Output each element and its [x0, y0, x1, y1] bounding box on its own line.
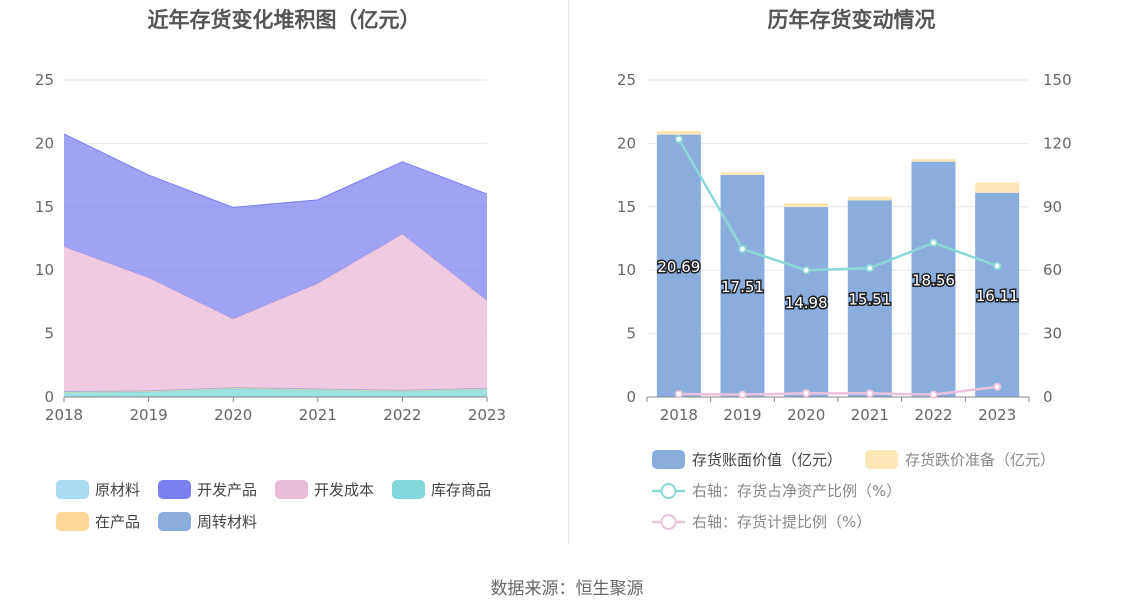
bar-value-label: 17.51 [721, 278, 764, 296]
legend-swatch-原材料 [56, 480, 89, 499]
y-right-tick-label: 0 [1043, 388, 1053, 406]
y-tick-label: 0 [44, 388, 54, 406]
left-chart-title: 近年存货变化堆积图（亿元） [147, 8, 421, 32]
right-chart-title: 历年存货变动情况 [767, 8, 936, 32]
bar-provision [975, 182, 1020, 193]
legend-swatch-book-value [652, 450, 685, 469]
bar-book-value [911, 161, 956, 397]
legend-label-库存商品: 库存商品 [431, 481, 491, 499]
bar-book-value [784, 207, 829, 397]
bar-line-combo-chart: 0 5 10 15 20 25 0 30 60 90 120 150 20.69 17.51 14.98 15… [617, 71, 1072, 531]
legend-swatch-在产品 [56, 512, 89, 531]
area-开发成本 [64, 234, 487, 392]
y-right-tick-label: 60 [1043, 261, 1062, 279]
bar-provision [911, 159, 956, 162]
line-point-右轴：存货计提比例（%） [929, 390, 938, 399]
y-tick-label: 5 [44, 325, 54, 343]
stacked-area-chart: 0 5 10 15 20 25 2018 2019 2020 2021 2022 2023 原材料 开发产… [35, 71, 506, 531]
line-右轴：存货占净资产比例（%） [677, 138, 998, 272]
legend-swatch-开发成本 [275, 480, 308, 499]
legend-label-右轴：存货计提比例（%）: 右轴：存货计提比例（%） [692, 513, 871, 531]
line-point-右轴：存货占净资产比例（%） [802, 266, 811, 275]
legend-label-book-value: 存货账面价值（亿元） [692, 451, 842, 469]
bar-book-value [847, 200, 892, 397]
legend-label-在产品: 在产品 [95, 513, 140, 531]
line-point-右轴：存货占净资产比例（%） [929, 238, 938, 247]
y-tick-label: 25 [35, 71, 54, 89]
line-point-右轴：存货计提比例（%） [865, 389, 874, 398]
bar-provision [784, 203, 829, 208]
line-point-右轴：存货占净资产比例（%） [674, 135, 683, 144]
area-库存商品 [64, 388, 487, 397]
y-right-tick-label: 30 [1043, 325, 1062, 343]
bar-value-label: 14.98 [785, 294, 828, 312]
panel-divider [568, 0, 569, 545]
y-left-tick-label: 10 [617, 261, 636, 279]
data-source-note: 数据来源：恒生聚源 [490, 579, 644, 599]
line-point-右轴：存货占净资产比例（%） [993, 261, 1002, 271]
bar-value-label: 15.51 [848, 291, 891, 309]
right-chart-panel: 历年存货变动情况 0 5 10 15 20 25 0 30 60 90 120 150 20.69 17.… [569, 0, 1134, 545]
legend-swatch-provision [865, 450, 898, 469]
bar-book-value [975, 192, 1020, 397]
y-left-tick-label: 15 [617, 198, 636, 216]
legend-label-原材料: 原材料 [95, 481, 140, 499]
x-tick-label: 2021 [299, 406, 337, 424]
bar-book-value [656, 134, 701, 397]
line-右轴：存货计提比例（%） [678, 385, 998, 396]
legend-swatch-库存商品 [392, 480, 425, 499]
y-left-tick-label: 5 [626, 325, 636, 343]
bar-value-label: 18.56 [912, 271, 955, 289]
line-point-右轴：存货计提比例（%） [993, 382, 1002, 391]
y-tick-label: 20 [35, 134, 54, 152]
line-point-右轴：存货计提比例（%） [674, 389, 683, 399]
legend-swatch-周转材料 [158, 512, 191, 531]
bar-provision [720, 172, 765, 175]
line-point-右轴：存货计提比例（%） [802, 389, 811, 398]
bar-book-value [720, 174, 765, 397]
area-开发产品 [64, 133, 487, 320]
legend-swatch-开发产品 [158, 480, 191, 499]
line-point-右轴：存货计提比例（%） [738, 390, 747, 399]
area-edge-开发产品 [63, 133, 488, 208]
x-tick-label: 2018 [660, 406, 698, 424]
x-tick-label: 2019 [130, 406, 168, 424]
x-tick-label: 2019 [723, 406, 761, 424]
y-left-tick-label: 25 [617, 71, 636, 89]
bar-value-label: 16.11 [976, 287, 1019, 305]
x-tick-label: 2022 [383, 406, 421, 424]
legend-marker-右轴：存货占净资产比例（%） [660, 483, 677, 499]
y-tick-label: 15 [35, 198, 54, 216]
y-left-tick-label: 0 [626, 388, 636, 406]
bar-provision [847, 196, 892, 201]
legend-label-provision: 存货跌价准备（亿元） [905, 451, 1055, 469]
legend-label-开发成本: 开发成本 [314, 481, 374, 499]
y-right-tick-label: 150 [1043, 71, 1072, 89]
bar-value-label: 20.69 [657, 258, 700, 276]
x-tick-label: 2021 [851, 406, 889, 424]
x-tick-label: 2018 [45, 406, 83, 424]
legend-label-右轴：存货占净资产比例（%）: 右轴：存货占净资产比例（%） [692, 482, 901, 500]
legend-label-周转材料: 周转材料 [197, 513, 257, 531]
legend-label-开发产品: 开发产品 [197, 481, 257, 499]
line-point-右轴：存货占净资产比例（%） [865, 263, 874, 273]
x-tick-label: 2020 [214, 406, 252, 424]
x-tick-label: 2023 [468, 406, 506, 424]
x-tick-label: 2023 [978, 406, 1016, 424]
legend-marker-右轴：存货计提比例（%） [660, 514, 677, 530]
x-tick-label: 2020 [787, 406, 825, 424]
y-right-tick-label: 90 [1043, 198, 1062, 216]
y-left-tick-label: 20 [617, 134, 636, 152]
left-chart-panel: 近年存货变化堆积图（亿元） 0 5 10 15 20 25 2018 2019 2020 2021… [0, 0, 568, 545]
x-tick-label: 2022 [914, 406, 952, 424]
y-right-tick-label: 120 [1043, 134, 1072, 152]
y-tick-label: 10 [35, 261, 54, 279]
bar-provision [656, 130, 701, 135]
line-point-右轴：存货占净资产比例（%） [738, 244, 747, 254]
